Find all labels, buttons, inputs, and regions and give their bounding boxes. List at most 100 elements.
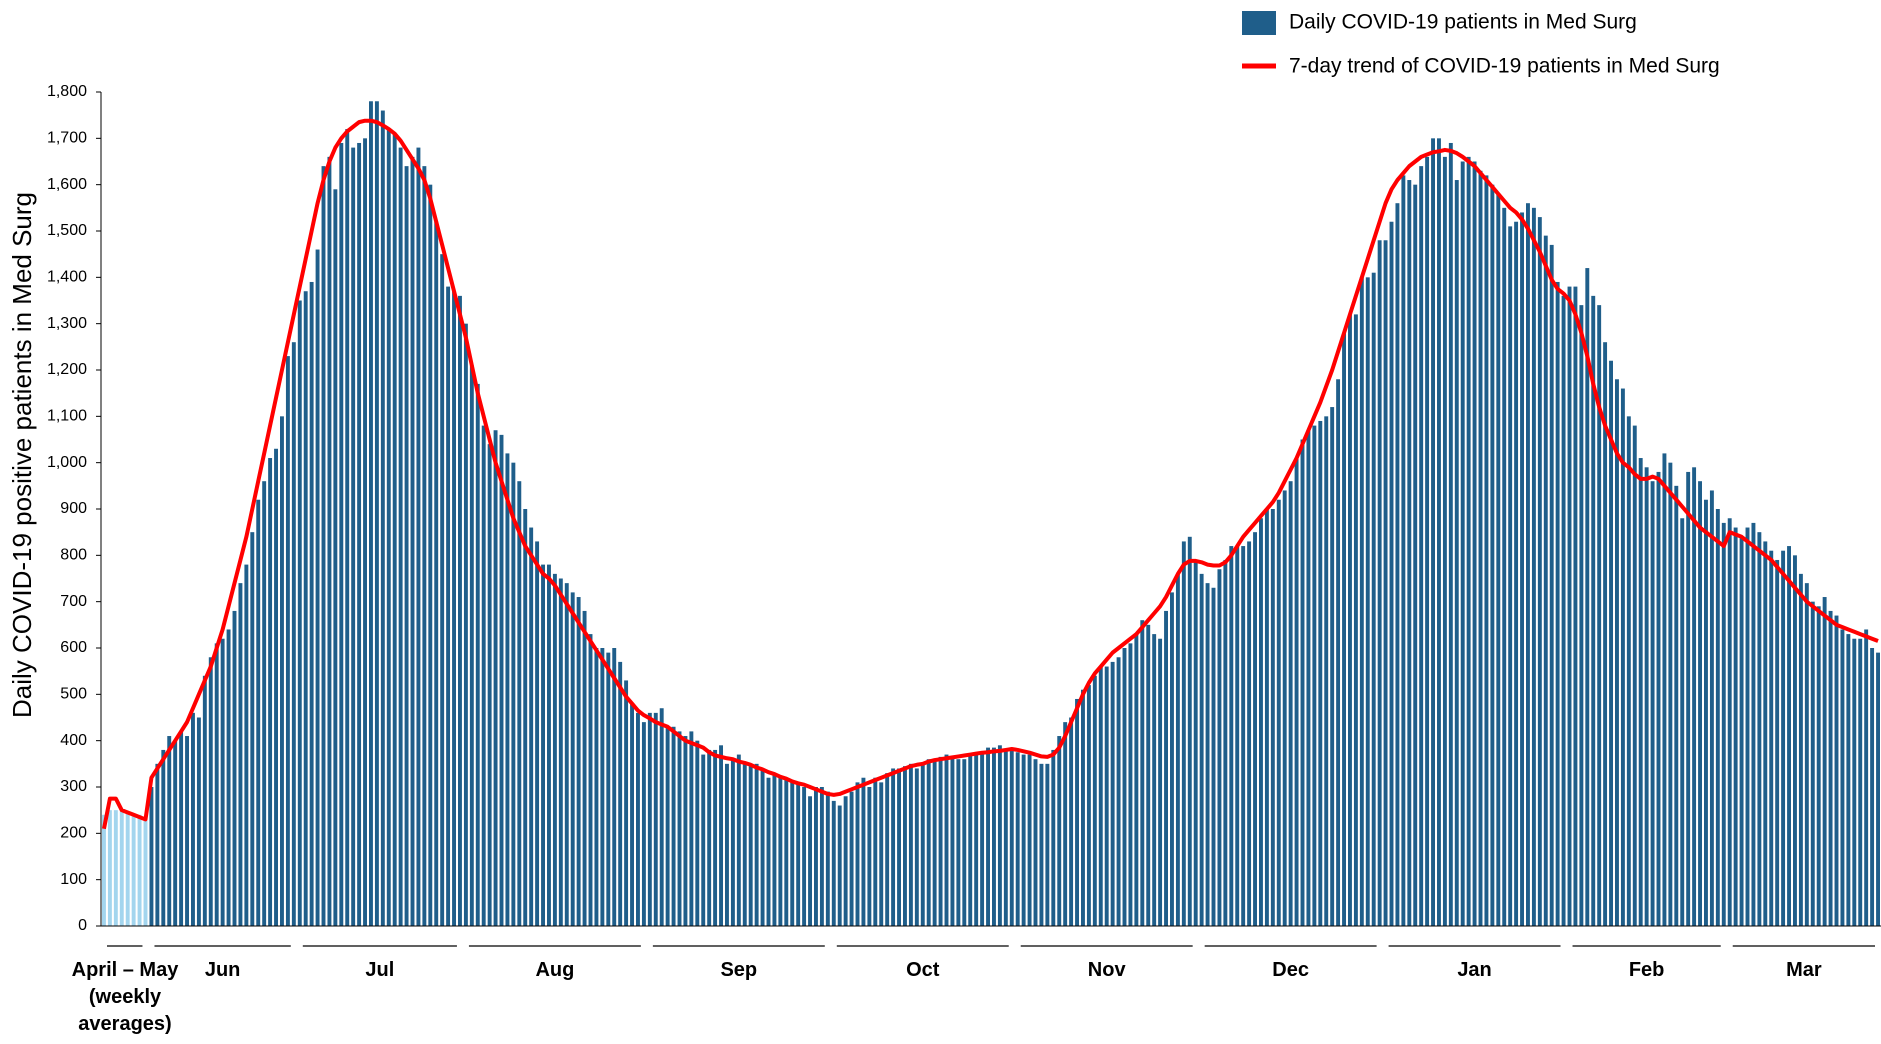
bar xyxy=(1721,522,1726,926)
bar xyxy=(701,754,706,926)
bar xyxy=(1704,499,1708,926)
bar xyxy=(1810,601,1815,926)
bar xyxy=(161,749,166,926)
bar xyxy=(849,791,854,926)
bar xyxy=(873,777,878,926)
bar xyxy=(1104,666,1109,926)
bar xyxy=(1567,286,1572,927)
bar xyxy=(1081,689,1085,926)
bar xyxy=(1288,481,1293,926)
bar xyxy=(523,509,528,926)
bar xyxy=(256,499,261,926)
month-label: Nov xyxy=(1087,959,1126,981)
bar xyxy=(1175,573,1180,926)
bar xyxy=(576,597,581,926)
month-label: Jul xyxy=(365,959,395,981)
bar xyxy=(208,657,213,926)
bar xyxy=(1009,749,1014,926)
bar xyxy=(131,814,136,926)
bar xyxy=(766,777,771,926)
bar xyxy=(1638,458,1643,926)
bar xyxy=(695,740,700,926)
bar xyxy=(541,564,545,926)
bar xyxy=(1181,541,1186,926)
bar xyxy=(1531,207,1536,927)
bar xyxy=(173,740,178,926)
bar xyxy=(1045,763,1050,926)
bar xyxy=(1235,546,1240,926)
bar xyxy=(725,763,729,926)
bar xyxy=(202,675,207,926)
bar xyxy=(1692,467,1697,926)
bar xyxy=(742,763,747,926)
bar xyxy=(594,648,599,926)
bar xyxy=(280,416,284,926)
bar xyxy=(1015,752,1020,926)
bar xyxy=(1140,620,1145,926)
y-tick-label: 1,100 xyxy=(47,408,87,425)
bar xyxy=(713,749,718,926)
bar xyxy=(1591,295,1596,926)
bar xyxy=(1603,342,1608,926)
bar xyxy=(1063,722,1068,926)
bar xyxy=(1134,634,1139,926)
bar xyxy=(345,129,350,927)
month-label: Aug xyxy=(535,959,575,981)
bar xyxy=(392,133,397,926)
bar xyxy=(351,147,356,927)
bar xyxy=(932,761,937,926)
bar xyxy=(1715,509,1720,926)
bar xyxy=(380,110,385,927)
bar xyxy=(1626,416,1631,926)
bar xyxy=(1508,226,1513,926)
bar xyxy=(143,817,148,926)
bar xyxy=(1003,749,1008,926)
bar xyxy=(1490,184,1495,926)
bar xyxy=(1092,675,1097,926)
bar xyxy=(1454,180,1459,927)
bar xyxy=(1745,527,1750,926)
bar xyxy=(630,703,634,926)
bar xyxy=(1870,648,1875,926)
y-tick-label: 1,600 xyxy=(47,176,87,193)
bar xyxy=(1650,481,1655,926)
bar xyxy=(469,365,474,926)
y-tick-label: 0 xyxy=(78,917,87,934)
bar xyxy=(1816,606,1821,926)
bar xyxy=(291,342,296,926)
bar xyxy=(1193,559,1198,926)
bar xyxy=(1840,629,1845,926)
bar xyxy=(1549,244,1554,926)
bar xyxy=(968,754,973,926)
bar xyxy=(1324,416,1329,926)
bar xyxy=(1846,634,1851,926)
bar xyxy=(1686,471,1691,926)
bar xyxy=(499,434,504,926)
bar xyxy=(179,731,184,926)
month-label: Mar xyxy=(1786,959,1822,981)
bar xyxy=(1555,281,1560,926)
bar xyxy=(1413,184,1418,926)
month-label: April – May (weekly averages) xyxy=(71,959,179,1035)
bar xyxy=(374,101,379,927)
bar xyxy=(1543,235,1548,927)
bar xyxy=(1110,661,1115,926)
bar xyxy=(891,768,896,926)
bar xyxy=(1353,314,1358,926)
bar xyxy=(1437,138,1441,927)
bar xyxy=(1609,360,1613,926)
bar xyxy=(1852,638,1857,926)
bar xyxy=(446,286,451,927)
y-tick-label: 100 xyxy=(60,871,87,888)
bar xyxy=(1075,698,1079,926)
bar xyxy=(416,147,421,927)
bar xyxy=(452,291,456,926)
bar xyxy=(1876,652,1880,926)
bar xyxy=(321,166,326,927)
bar xyxy=(885,773,890,926)
bar xyxy=(1377,240,1382,926)
bar xyxy=(1751,522,1756,926)
y-tick-label: 1,200 xyxy=(47,361,87,378)
y-tick-label: 1,800 xyxy=(47,83,87,100)
bar xyxy=(582,610,587,926)
